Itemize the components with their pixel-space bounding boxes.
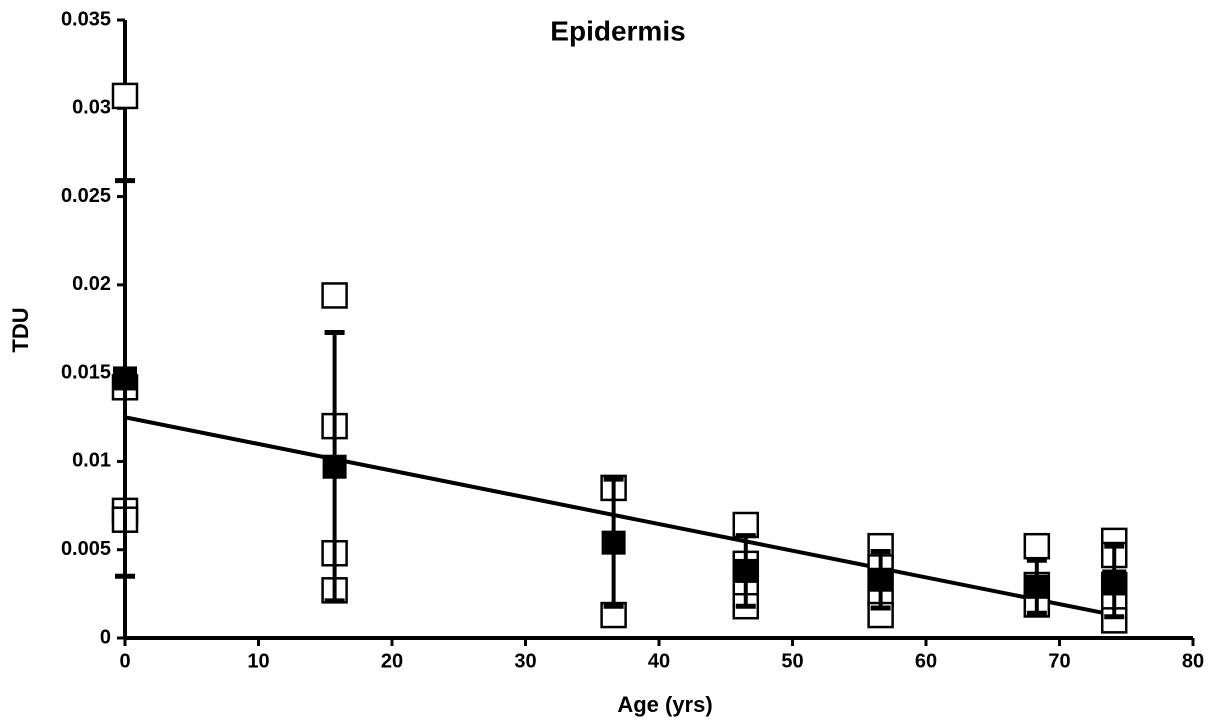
y-tick-label: 0.015 (61, 361, 111, 383)
x-tick-label: 0 (119, 650, 130, 672)
x-tick-label: 70 (1048, 650, 1070, 672)
data-point (111, 82, 139, 110)
mean-point (322, 454, 347, 479)
mean-point (113, 366, 137, 391)
y-tick-label: 0.005 (61, 538, 111, 560)
y-tick-label: 0.025 (61, 185, 111, 207)
x-tick-label: 60 (915, 650, 937, 672)
mean-point (733, 558, 758, 583)
data-point (1023, 532, 1051, 560)
mean-point (868, 567, 893, 592)
y-tick-label: 0.01 (72, 450, 111, 472)
y-axis-label: TDU (8, 307, 33, 352)
y-tick-label: 0 (100, 626, 111, 648)
x-tick-label: 40 (648, 650, 670, 672)
data-point (1100, 607, 1128, 634)
x-tick-label: 30 (514, 650, 536, 672)
trend-line (124, 415, 1115, 618)
x-tick-label: 10 (247, 650, 269, 672)
x-tick-label: 50 (781, 650, 803, 672)
data-point (321, 282, 348, 309)
y-tick-label: 0.035 (61, 8, 111, 30)
x-axis-label: Age (yrs) (617, 692, 712, 717)
y-tick-label: 0.02 (72, 273, 111, 295)
x-tick-label: 20 (381, 650, 403, 672)
mean-point (601, 530, 626, 555)
data-point (732, 511, 760, 539)
x-tick-label: 80 (1182, 650, 1204, 672)
y-tick-label: 0.03 (72, 97, 111, 119)
mean-point (1024, 574, 1049, 599)
chart-title: Epidermis (550, 15, 685, 46)
mean-point (1102, 569, 1127, 594)
